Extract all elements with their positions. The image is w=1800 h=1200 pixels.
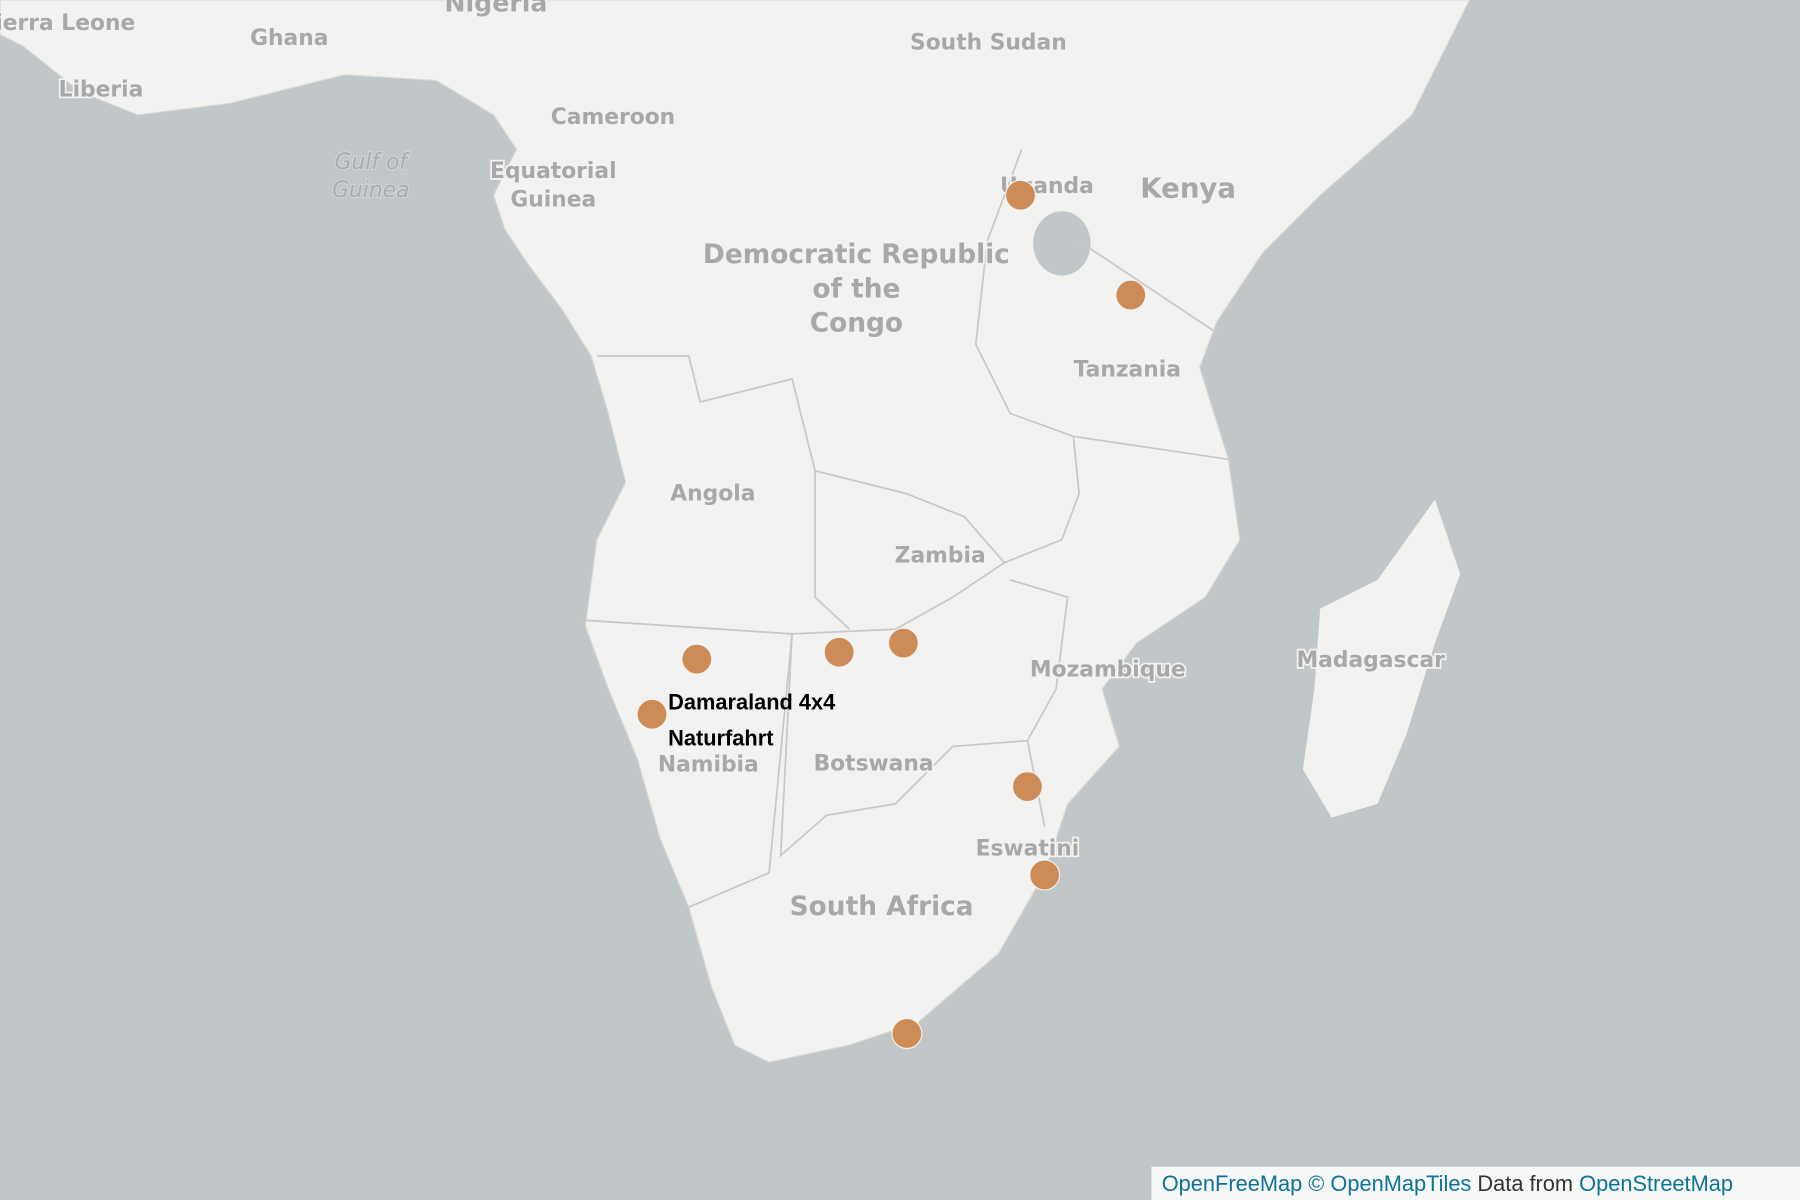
- country-label: Mozambique: [1030, 657, 1186, 682]
- country-label: Madagascar: [1296, 648, 1445, 673]
- marker-label: Damaraland 4x4 Naturfahrt: [668, 690, 835, 751]
- country-label: Equatorial Guinea: [490, 159, 616, 212]
- lake-victoria: [1033, 211, 1091, 276]
- marker[interactable]: [1029, 859, 1061, 891]
- africa-land: [0, 0, 1471, 1063]
- country-label: Nigeria: [444, 0, 547, 17]
- country-label: Liberia: [59, 77, 144, 102]
- label-line: of the: [812, 273, 900, 304]
- marker[interactable]: [636, 698, 668, 730]
- label-line: Congo: [810, 308, 903, 339]
- madagascar-land: [1302, 499, 1461, 818]
- country-label: Eswatini: [976, 836, 1080, 861]
- label-line: Guinea: [332, 178, 409, 203]
- label-line: Equatorial: [490, 159, 616, 184]
- attribution-link[interactable]: OpenStreetMap: [1579, 1171, 1733, 1196]
- attribution-text: Data from: [1477, 1171, 1573, 1196]
- water-label: Gulf of Guinea: [332, 150, 410, 203]
- label-line: Naturfahrt: [668, 725, 773, 750]
- marker[interactable]: [823, 636, 855, 668]
- country-label: Ghana: [250, 26, 328, 51]
- label-line: Democratic Republic: [703, 239, 1010, 270]
- country-label: Kenya: [1140, 173, 1236, 205]
- marker[interactable]: [1005, 179, 1037, 211]
- marker[interactable]: [887, 627, 919, 659]
- attribution-box: [1151, 1166, 1800, 1200]
- country-label: Zambia: [895, 544, 986, 569]
- country-label: Namibia: [658, 753, 759, 778]
- country-label: Democratic Republic of the Congo: [703, 239, 1010, 339]
- attribution: OpenFreeMap © OpenMapTiles Data from Ope…: [1162, 1171, 1733, 1196]
- label-line: Damaraland 4x4: [668, 690, 835, 715]
- country-label: Cameroon: [551, 105, 675, 130]
- marker[interactable]: [681, 643, 713, 675]
- country-label: Tanzania: [1074, 358, 1181, 383]
- country-label: South Africa: [790, 891, 974, 922]
- label-line: Guinea: [510, 187, 596, 212]
- labels: Sierra Leone Ghana Liberia Nigeria South…: [0, 0, 1447, 924]
- attribution-link[interactable]: © OpenMapTiles: [1308, 1171, 1471, 1196]
- country-label: Sierra Leone: [0, 11, 135, 36]
- country-label: South Sudan: [910, 30, 1067, 55]
- markers: [636, 179, 1147, 1049]
- borders: [583, 148, 1229, 908]
- marker[interactable]: [1011, 771, 1043, 803]
- marker[interactable]: [891, 1017, 923, 1049]
- country-label: Botswana: [814, 752, 934, 777]
- marker[interactable]: [1115, 279, 1147, 311]
- country-label: Angola: [670, 482, 755, 507]
- label-line: Gulf of: [335, 150, 411, 175]
- attribution-link[interactable]: OpenFreeMap: [1162, 1171, 1303, 1196]
